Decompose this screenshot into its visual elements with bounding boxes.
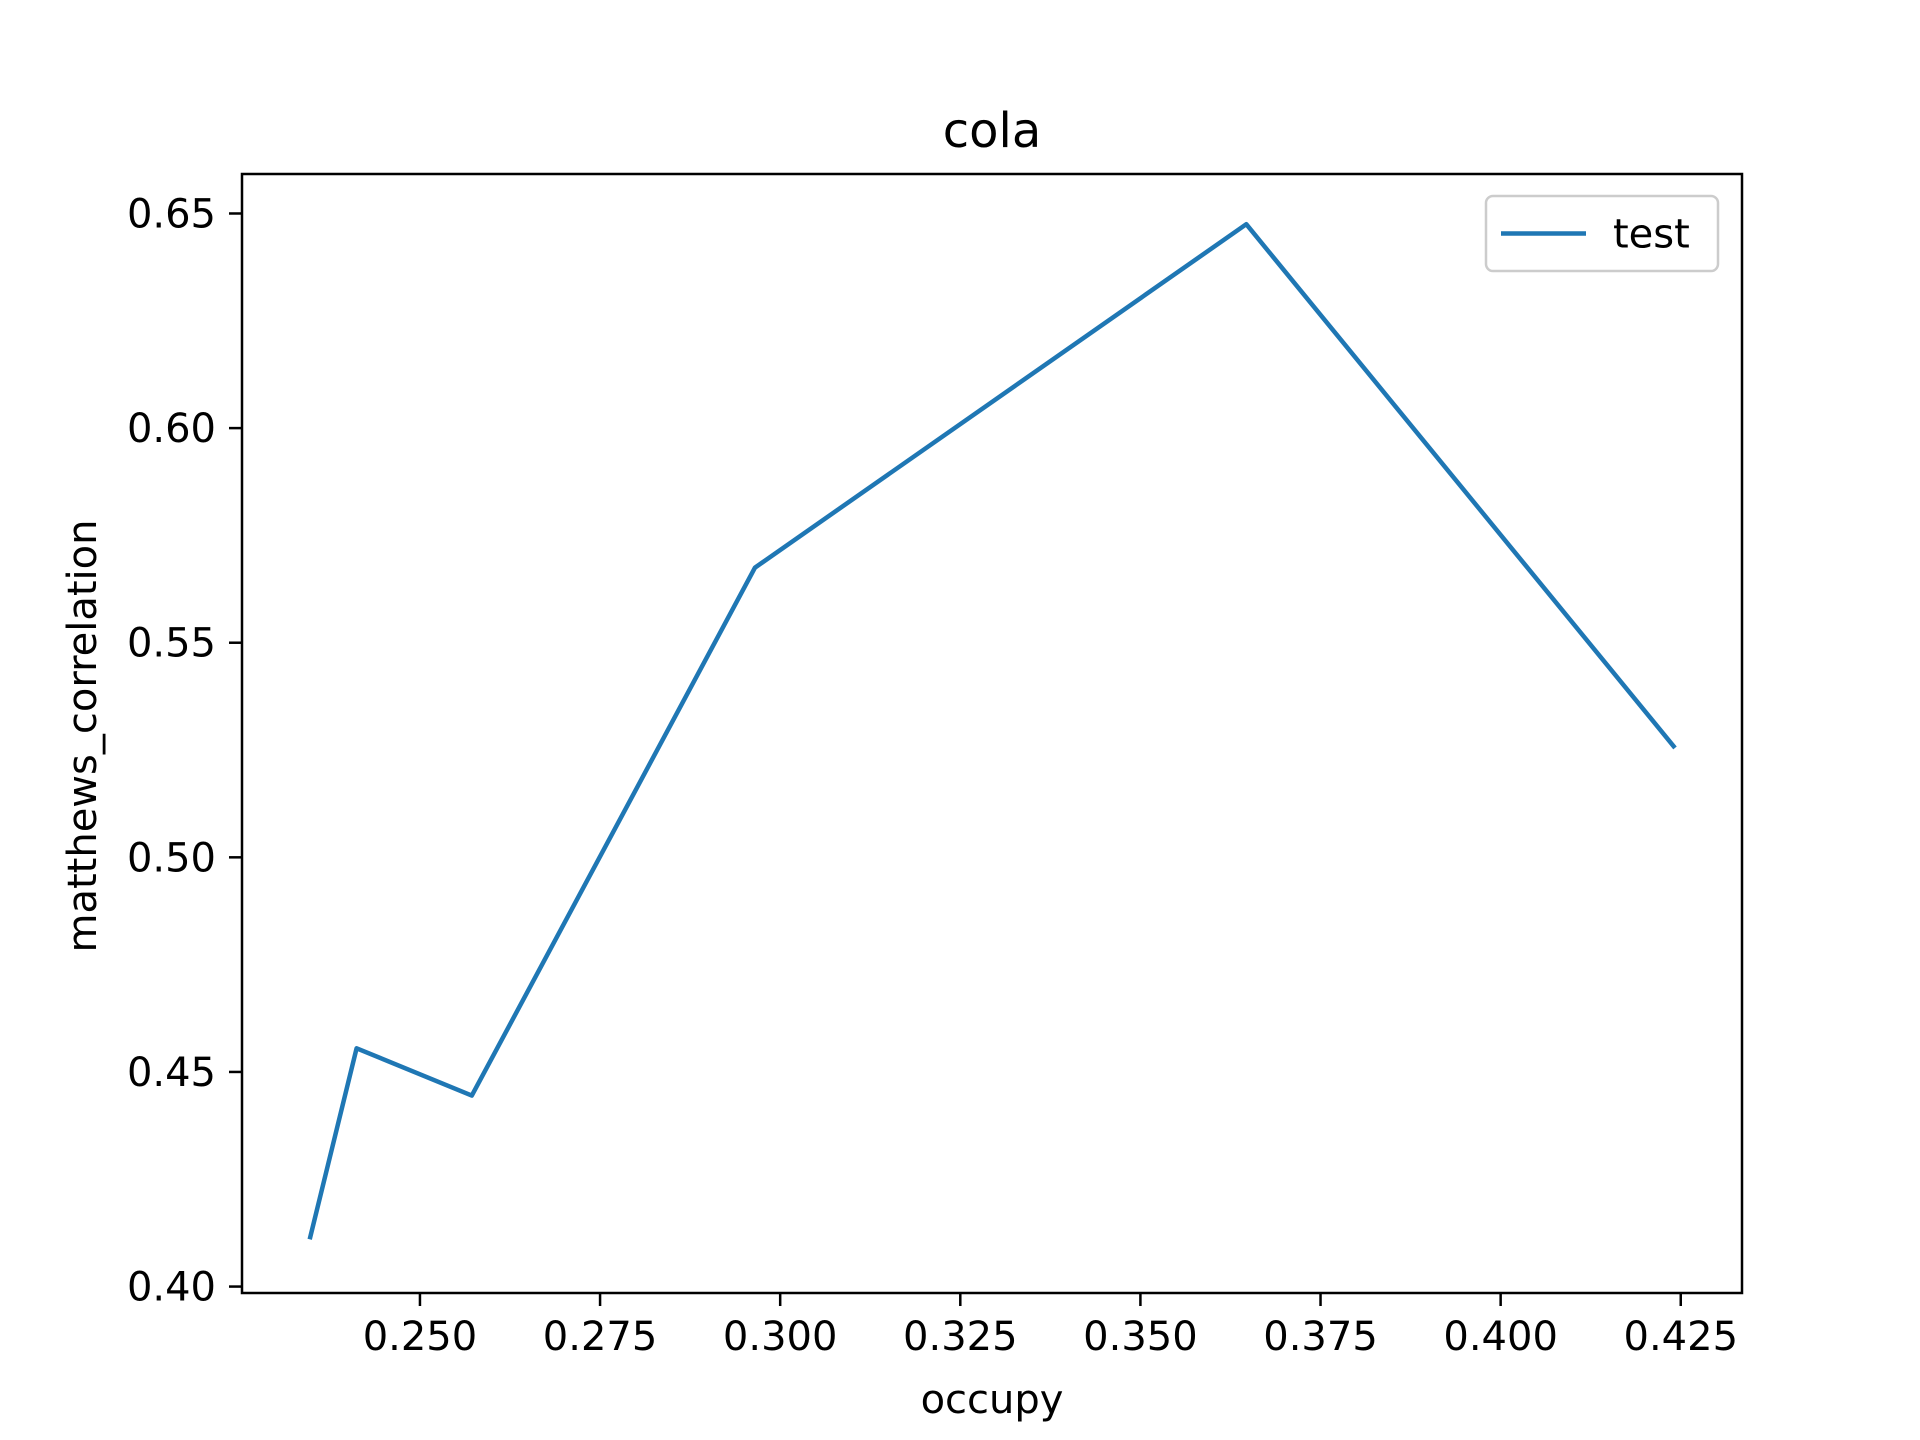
x-tick-label: 0.350 (1083, 1314, 1198, 1360)
y-tick-label: 0.55 (127, 621, 216, 667)
axes: 0.250 0.275 0.300 0.325 0.350 0.375 0.400 0.425… (127, 172, 1744, 1360)
legend: test (1484, 194, 1720, 273)
x-tick-label: 0.375 (1263, 1314, 1378, 1360)
y-tick-label: 0.40 (127, 1265, 216, 1311)
plot-area (307, 221, 1677, 1240)
x-tick-label: 0.275 (543, 1314, 658, 1360)
legend-box (1484, 194, 1720, 273)
x-tick-label: 0.250 (363, 1314, 478, 1360)
chart-title: cola (943, 103, 1042, 159)
y-tick-label: 0.65 (127, 191, 216, 237)
x-tick-label: 0.300 (723, 1314, 838, 1360)
x-tick-label: 0.325 (903, 1314, 1018, 1360)
series-line-0 (307, 221, 1677, 1240)
x-tick-label: 0.425 (1624, 1314, 1739, 1360)
y-axis-label: matthews_correlation (60, 520, 106, 953)
y-tick-label: 0.50 (127, 835, 216, 881)
y-tick-label: 0.60 (127, 406, 216, 452)
x-axis-label: occupy (921, 1377, 1064, 1423)
plot-frame (240, 172, 1744, 1295)
y-tick-label: 0.45 (127, 1050, 216, 1096)
legend-label: test (1613, 212, 1690, 258)
x-tick-label: 0.400 (1443, 1314, 1558, 1360)
